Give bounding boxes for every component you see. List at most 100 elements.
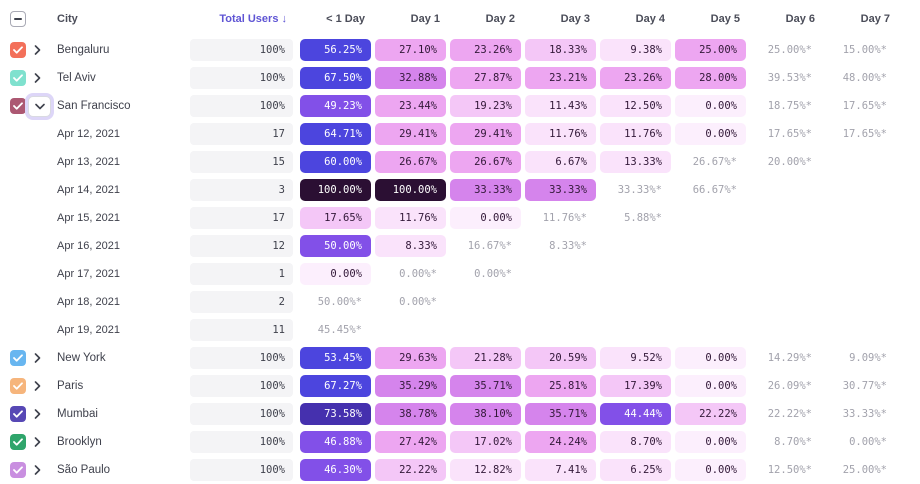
retention-cell[interactable]: 27.42% (375, 431, 446, 453)
retention-cell[interactable]: 11.76% (375, 207, 446, 229)
column-header-day3[interactable]: Day 3 (560, 13, 590, 25)
retention-cell[interactable]: 9.09%* (849, 352, 887, 364)
retention-cell[interactable]: 18.33% (525, 39, 596, 61)
retention-cell[interactable]: 15.00%* (842, 44, 887, 56)
retention-cell[interactable]: 27.87% (450, 67, 521, 89)
row-checkbox[interactable] (10, 406, 26, 422)
retention-cell[interactable]: 29.41% (450, 123, 521, 145)
retention-cell[interactable]: 9.52% (600, 347, 671, 369)
retention-cell[interactable]: 8.70%* (774, 436, 812, 448)
retention-cell[interactable]: 35.71% (450, 375, 521, 397)
retention-cell[interactable]: 46.30% (300, 459, 371, 481)
retention-cell[interactable]: 33.33%* (617, 184, 662, 196)
retention-cell[interactable]: 0.00% (675, 123, 746, 145)
retention-cell[interactable]: 24.24% (525, 431, 596, 453)
retention-cell[interactable]: 46.88% (300, 431, 371, 453)
collapse-row-button[interactable] (28, 95, 51, 117)
retention-cell[interactable]: 20.59% (525, 347, 596, 369)
retention-cell[interactable]: 8.33%* (549, 240, 587, 252)
expand-row-button[interactable] (32, 71, 43, 85)
retention-cell[interactable]: 64.71% (300, 123, 371, 145)
retention-cell[interactable]: 27.10% (375, 39, 446, 61)
row-checkbox[interactable] (10, 350, 26, 366)
retention-cell[interactable]: 17.65%* (842, 128, 887, 140)
retention-cell[interactable]: 17.39% (600, 375, 671, 397)
retention-cell[interactable]: 100.00% (300, 179, 371, 201)
retention-cell[interactable]: 23.44% (375, 95, 446, 117)
expand-row-button[interactable] (32, 351, 43, 365)
row-checkbox[interactable] (10, 42, 26, 58)
column-header-lt1day[interactable]: < 1 Day (326, 13, 365, 25)
retention-cell[interactable]: 50.00%* (317, 296, 362, 308)
retention-cell[interactable]: 13.33% (600, 151, 671, 173)
retention-cell[interactable]: 9.38% (600, 39, 671, 61)
retention-cell[interactable]: 29.63% (375, 347, 446, 369)
expand-row-button[interactable] (32, 43, 43, 57)
expand-row-button[interactable] (32, 379, 43, 393)
retention-cell[interactable]: 19.23% (450, 95, 521, 117)
row-checkbox[interactable] (10, 378, 26, 394)
retention-cell[interactable]: 0.00% (675, 347, 746, 369)
retention-cell[interactable]: 0.00%* (849, 436, 887, 448)
retention-cell[interactable]: 73.58% (300, 403, 371, 425)
retention-cell[interactable]: 11.76% (525, 123, 596, 145)
retention-cell[interactable]: 38.10% (450, 403, 521, 425)
retention-cell[interactable]: 16.67%* (467, 240, 512, 252)
retention-cell[interactable]: 0.00% (450, 207, 521, 229)
retention-cell[interactable]: 17.65% (300, 207, 371, 229)
expand-row-button[interactable] (32, 407, 43, 421)
retention-cell[interactable]: 0.00%* (399, 296, 437, 308)
retention-cell[interactable]: 60.00% (300, 151, 371, 173)
row-checkbox[interactable] (10, 434, 26, 450)
retention-cell[interactable]: 0.00% (675, 459, 746, 481)
retention-cell[interactable]: 67.27% (300, 375, 371, 397)
retention-cell[interactable]: 11.43% (525, 95, 596, 117)
retention-cell[interactable]: 12.50%* (767, 464, 812, 476)
retention-cell[interactable]: 67.50% (300, 67, 371, 89)
retention-cell[interactable]: 23.21% (525, 67, 596, 89)
column-header-day2[interactable]: Day 2 (485, 13, 515, 25)
retention-cell[interactable]: 8.33% (375, 235, 446, 257)
retention-cell[interactable]: 0.00% (300, 263, 371, 285)
retention-cell[interactable]: 22.22%* (767, 408, 812, 420)
retention-cell[interactable]: 11.76% (600, 123, 671, 145)
row-checkbox[interactable] (10, 98, 26, 114)
retention-cell[interactable]: 23.26% (450, 39, 521, 61)
retention-cell[interactable]: 49.23% (300, 95, 371, 117)
column-header-total-users[interactable]: Total Users ↓ (219, 13, 287, 25)
column-header-city[interactable]: City (57, 13, 78, 25)
retention-cell[interactable]: 0.00% (675, 431, 746, 453)
expand-row-button[interactable] (32, 435, 43, 449)
retention-cell[interactable]: 66.67%* (692, 184, 737, 196)
row-checkbox[interactable] (10, 462, 26, 478)
retention-cell[interactable]: 11.76%* (542, 212, 587, 224)
retention-cell[interactable]: 44.44% (600, 403, 671, 425)
retention-cell[interactable]: 35.29% (375, 375, 446, 397)
retention-cell[interactable]: 30.77%* (842, 380, 887, 392)
retention-cell[interactable]: 7.41% (525, 459, 596, 481)
retention-cell[interactable]: 33.33% (525, 179, 596, 201)
retention-cell[interactable]: 25.00%* (842, 464, 887, 476)
retention-cell[interactable]: 53.45% (300, 347, 371, 369)
retention-cell[interactable]: 50.00% (300, 235, 371, 257)
select-all-checkbox[interactable] (10, 11, 26, 27)
retention-cell[interactable]: 38.78% (375, 403, 446, 425)
retention-cell[interactable]: 0.00% (675, 375, 746, 397)
retention-cell[interactable]: 5.88%* (624, 212, 662, 224)
retention-cell[interactable]: 22.22% (375, 459, 446, 481)
column-header-day5[interactable]: Day 5 (710, 13, 740, 25)
retention-cell[interactable]: 29.41% (375, 123, 446, 145)
retention-cell[interactable]: 17.65%* (767, 128, 812, 140)
column-header-day6[interactable]: Day 6 (785, 13, 815, 25)
retention-cell[interactable]: 23.26% (600, 67, 671, 89)
retention-cell[interactable]: 25.00%* (767, 44, 812, 56)
retention-cell[interactable]: 18.75%* (767, 100, 812, 112)
retention-cell[interactable]: 26.67%* (692, 156, 737, 168)
retention-cell[interactable]: 32.88% (375, 67, 446, 89)
retention-cell[interactable]: 12.50% (600, 95, 671, 117)
retention-cell[interactable]: 21.28% (450, 347, 521, 369)
retention-cell[interactable]: 26.67% (450, 151, 521, 173)
retention-cell[interactable]: 33.33% (450, 179, 521, 201)
column-header-day1[interactable]: Day 1 (410, 13, 440, 25)
retention-cell[interactable]: 25.81% (525, 375, 596, 397)
